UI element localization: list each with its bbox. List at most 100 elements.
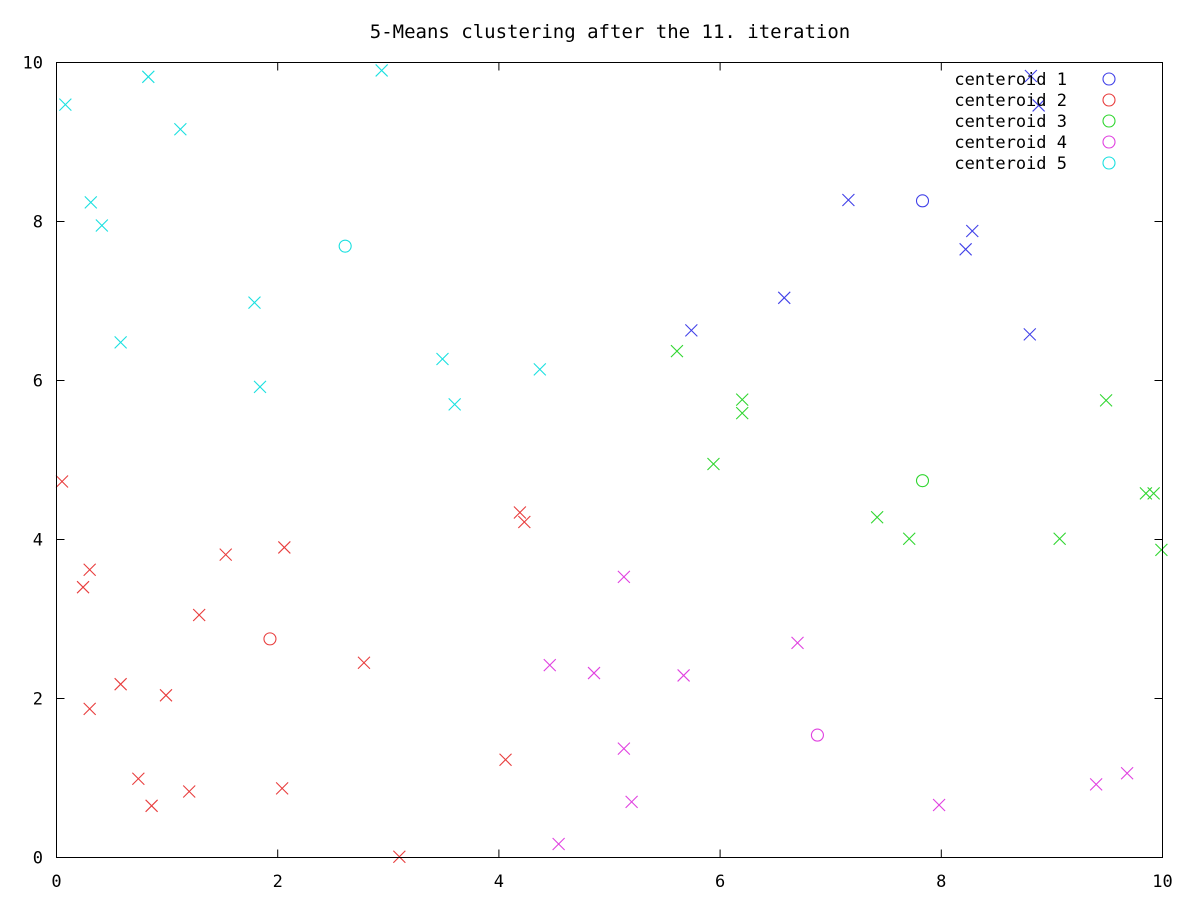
- series-2-point-10-stroke-b: [192, 608, 206, 622]
- series-4-point-10: [1089, 777, 1103, 791]
- series-2-point-11: [219, 548, 233, 561]
- series-1-point-6: [1023, 328, 1037, 341]
- series-2-points: [55, 475, 531, 864]
- series-2-point-16-stroke-b: [499, 753, 512, 767]
- centroid-4-marker: [810, 728, 824, 742]
- legend-item-1: centeroid 1: [954, 70, 1116, 90]
- series-3-point-11-stroke-b: [1155, 543, 1168, 557]
- series-5-point-11-stroke-b: [448, 397, 462, 411]
- y-tick-label-4: 4: [33, 531, 43, 551]
- series-2-point-15-stroke-b: [392, 850, 406, 864]
- series-3-point-6: [902, 532, 916, 546]
- legend-marker-1: [1102, 72, 1116, 86]
- series-2-point-2: [76, 580, 90, 594]
- series-3-point-1: [670, 344, 684, 358]
- legend-item-5: centeroid 5: [954, 154, 1116, 174]
- series-5-point-7: [248, 296, 261, 309]
- series-3-point-8-stroke-b: [1099, 393, 1113, 407]
- series-4-point-4-stroke-b: [617, 570, 631, 584]
- series-2-point-4: [83, 702, 97, 716]
- series-3-point-7: [1053, 532, 1067, 546]
- series-1-point-1: [684, 324, 698, 337]
- series-2-point-4-stroke-b: [83, 702, 97, 716]
- series-2-point-18: [517, 515, 531, 529]
- series-5-point-4: [114, 335, 128, 349]
- series-4-points: [543, 570, 1134, 851]
- series-4-point-8: [791, 636, 804, 650]
- legend-marker-2: [1102, 93, 1116, 107]
- series-5-point-3: [95, 219, 109, 232]
- series-1-point-3: [842, 193, 855, 207]
- series-1-point-8-stroke-b: [1032, 99, 1046, 112]
- series-3-point-2: [707, 457, 720, 471]
- centroid-1-marker: [915, 194, 930, 208]
- series-2-point-2-stroke-b: [76, 580, 90, 594]
- series-5-point-8-stroke-b: [253, 380, 267, 394]
- series-1-point-7: [1024, 69, 1038, 83]
- series-1-point-4-stroke-b: [959, 242, 973, 256]
- series-2-point-3: [83, 563, 97, 577]
- legend-label-5: centeroid 5: [954, 154, 1067, 174]
- series-3-point-2-stroke-b: [707, 457, 720, 471]
- series-2-point-7-stroke-b: [145, 799, 159, 813]
- y-tick-label-0: 0: [33, 849, 43, 869]
- series-1-point-8: [1032, 99, 1046, 112]
- series-4-point-7-stroke-b: [677, 669, 690, 682]
- series-5-point-2: [84, 196, 98, 209]
- x-tick-label-8: 8: [936, 872, 946, 892]
- series-2-point-11-stroke-b: [219, 548, 233, 561]
- chart-title: 5-Means clustering after the 11. iterati…: [370, 21, 850, 43]
- legend-marker-3: [1102, 114, 1116, 128]
- series-3-point-3-stroke-b: [735, 393, 749, 406]
- series-4-point-3: [587, 666, 601, 680]
- y-tick-label-2: 2: [33, 690, 43, 710]
- series-4-point-9-stroke-b: [932, 798, 946, 812]
- series-3-point-11: [1155, 543, 1168, 557]
- series-5-point-12-stroke-b: [533, 362, 547, 376]
- series-4-point-4: [617, 570, 631, 584]
- legend-item-4: centeroid 4: [954, 133, 1116, 153]
- legend-label-4: centeroid 4: [954, 133, 1067, 153]
- series-3-points: [670, 344, 1168, 557]
- series-3-point-4-stroke-b: [735, 406, 749, 420]
- x-tick-label-10: 10: [1152, 872, 1172, 892]
- series-1-point-2: [777, 291, 791, 305]
- y-tick-label-6: 6: [33, 372, 43, 392]
- legend-label-3: centeroid 3: [954, 112, 1067, 132]
- series-2-point-14: [357, 656, 371, 670]
- series-2-point-16: [499, 753, 512, 767]
- series-2-point-7: [145, 799, 159, 813]
- series-5-point-9-stroke-b: [375, 64, 389, 77]
- legend-label-1: centeroid 1: [954, 70, 1067, 90]
- x-tick-label-2: 2: [273, 872, 283, 892]
- series-1-point-2-stroke-b: [777, 291, 791, 305]
- legend-marker-4: [1102, 135, 1116, 149]
- series-4-point-2: [552, 837, 566, 851]
- series-5-point-5-stroke-b: [141, 70, 155, 84]
- series-5-point-5: [141, 70, 155, 84]
- series-1-point-4: [959, 242, 973, 256]
- series-1-points: [684, 69, 1046, 341]
- series-5-point-6-stroke-b: [173, 122, 187, 136]
- series-3-point-5: [870, 510, 884, 524]
- series-2-point-18-stroke-b: [517, 515, 531, 529]
- series-5-point-10: [436, 352, 449, 366]
- series-3-point-4: [735, 406, 749, 420]
- series-5-point-1-stroke-b: [58, 98, 72, 112]
- series-4-point-11: [1120, 766, 1134, 780]
- centroid-markers: [263, 194, 930, 742]
- series-5-point-4-stroke-b: [114, 335, 128, 349]
- series-2-point-1: [55, 475, 69, 488]
- series-5-points: [58, 64, 547, 411]
- plot-frame: [56, 62, 1163, 858]
- x-tick-label-0: 0: [51, 872, 61, 892]
- y-tick-label-10: 10: [23, 54, 43, 74]
- series-5-point-11: [448, 397, 462, 411]
- series-4-point-1-stroke-b: [543, 658, 557, 672]
- series-4-point-11-stroke-b: [1120, 766, 1134, 780]
- series-2-point-9-stroke-b: [182, 785, 196, 798]
- series-2-point-5-stroke-b: [114, 677, 128, 691]
- series-2-point-10: [192, 608, 206, 622]
